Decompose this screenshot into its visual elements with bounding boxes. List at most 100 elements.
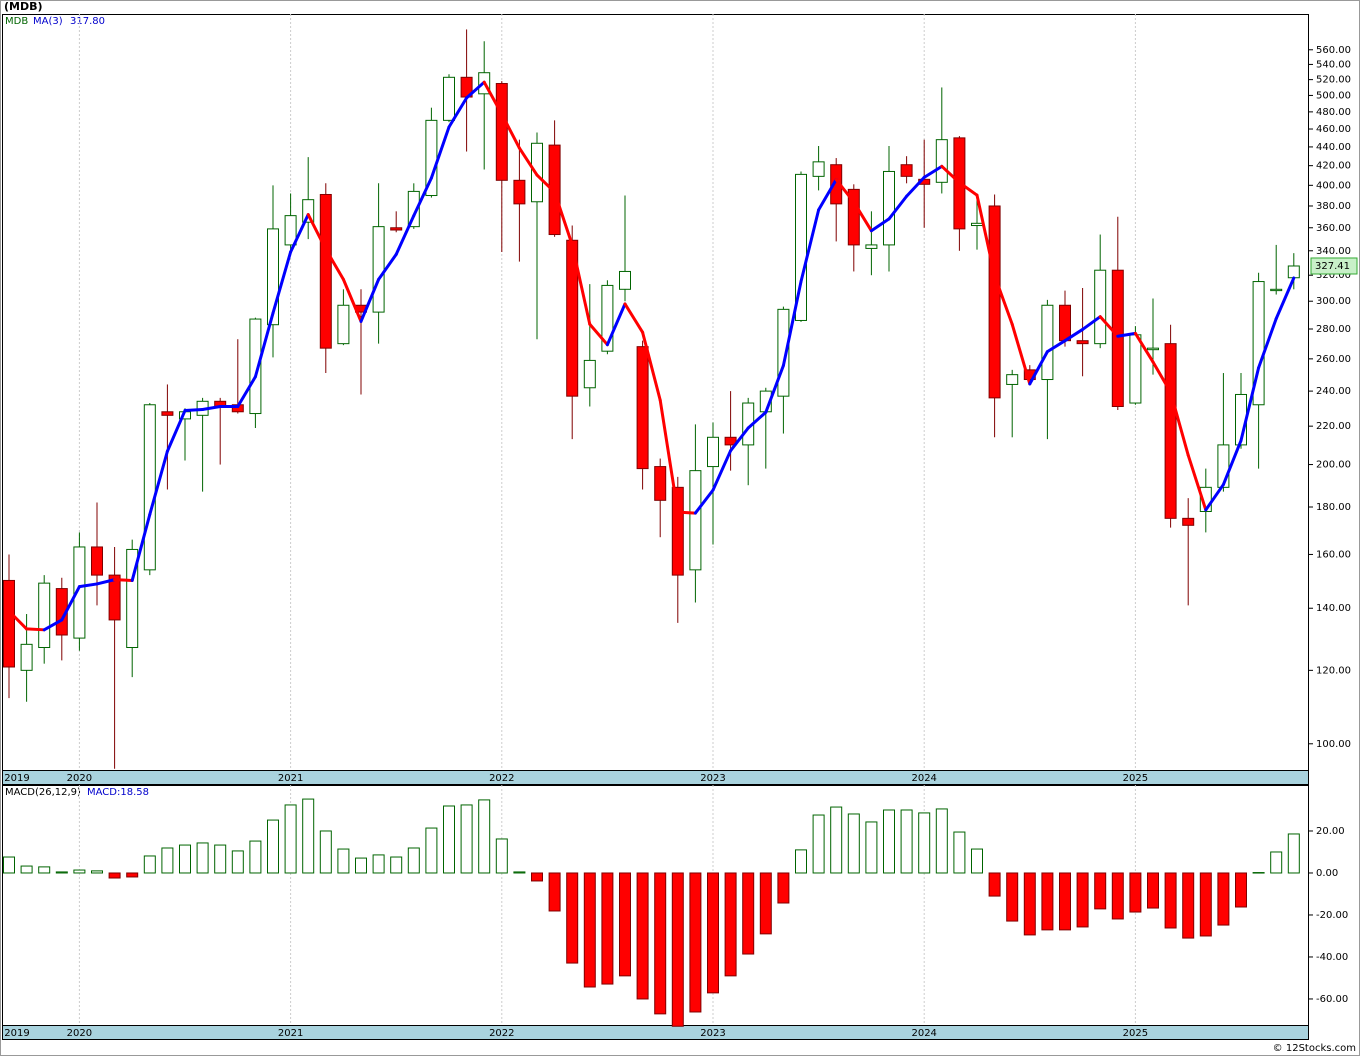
ma-segment (799, 208, 821, 284)
macd-bar (654, 872, 667, 1015)
macd-bar (55, 871, 68, 874)
macd-bar (214, 844, 227, 874)
x-tick-label: 2022 (489, 773, 514, 784)
macd-bar (1147, 872, 1159, 909)
macd-bar (953, 831, 966, 874)
y-tick-label: 280.00 (1316, 324, 1351, 335)
ma-segment (236, 375, 257, 409)
ma-segment (60, 585, 81, 622)
candle-body (390, 227, 403, 231)
y-tick-label: 260.00 (1316, 354, 1351, 365)
macd-title: MACD(26,12,9) (5, 787, 81, 798)
macd-bar (390, 856, 403, 874)
candle-body (161, 411, 174, 416)
ma-segment (1221, 439, 1243, 487)
ma-segment (711, 449, 733, 492)
ma-segment (130, 512, 152, 582)
candle-body (619, 270, 631, 290)
ma-segment (975, 193, 997, 278)
ma-segment (993, 274, 1014, 326)
macd-bar (143, 855, 156, 874)
y-tick-label: 400.00 (1316, 180, 1351, 191)
macd-bar (372, 854, 385, 874)
candle-body (654, 466, 667, 501)
ma-segment (447, 96, 469, 129)
candle-body (73, 546, 86, 639)
macd-bar (636, 872, 649, 1000)
ma-segment (729, 426, 750, 453)
macd-bar (865, 821, 878, 874)
ma-segment (25, 627, 46, 632)
macd-bar (566, 872, 579, 964)
x-tick-label: 2023 (700, 773, 725, 784)
macd-bar (1111, 872, 1124, 920)
x-tick-label: 2023 (700, 1028, 725, 1039)
candle-body (689, 470, 702, 571)
ma-segment (517, 146, 539, 177)
price-panel (2, 14, 1309, 771)
y-tick-label: 200.00 (1316, 460, 1351, 471)
macd-bar (355, 857, 367, 874)
x-tick-label: 2022 (489, 1028, 514, 1039)
macd-bar (1006, 872, 1019, 922)
y-tick-label: 160.00 (1316, 549, 1351, 560)
macd-bar (795, 849, 807, 874)
candle-body (91, 546, 103, 576)
ma-segment (887, 194, 909, 221)
candle-body (1041, 304, 1054, 381)
macd-bar (1076, 872, 1089, 928)
y-tick-label: 240.00 (1316, 386, 1351, 397)
ma-segment (306, 213, 328, 251)
ma-segment (412, 176, 433, 218)
candle-body (20, 643, 33, 671)
candle-body (108, 574, 121, 621)
macd-bar (742, 872, 755, 955)
macd-bar (20, 865, 33, 874)
candle-body (865, 244, 878, 249)
ma-segment (500, 112, 521, 150)
candle-body (1287, 265, 1300, 279)
ma-segment (1045, 339, 1067, 354)
ma-segment (1274, 276, 1296, 321)
y-tick-label: 540.00 (1316, 59, 1351, 70)
candle-body (1129, 334, 1142, 404)
x-axis-band (2, 770, 1309, 785)
macd-bar (1094, 872, 1107, 910)
y-tick-label: -40.00 (1316, 952, 1348, 963)
x-tick-label: 2025 (1123, 1028, 1148, 1039)
candle-body (1059, 304, 1071, 342)
macd-bar (495, 838, 508, 874)
candle-body (1164, 343, 1177, 519)
macd-bar (1164, 872, 1177, 929)
macd-bar (689, 872, 702, 1013)
ma-segment (1204, 483, 1225, 512)
candle-body (495, 83, 508, 181)
ma-segment (922, 164, 944, 179)
candle-body (812, 161, 825, 177)
ma-segment (77, 582, 99, 589)
macd-bar (38, 866, 51, 874)
candle-body (1094, 269, 1107, 345)
ma-segment (940, 164, 961, 185)
ma-segment (482, 80, 504, 116)
macd-bar (425, 827, 438, 874)
macd-bar (830, 806, 843, 874)
ma-segment (1116, 331, 1137, 338)
candle-body (143, 404, 156, 571)
macd-bar (460, 804, 473, 874)
ma-segment (271, 250, 293, 315)
ma-segment (641, 330, 662, 402)
macd-bar (1041, 872, 1054, 931)
y-tick-label: 220.00 (1316, 421, 1351, 432)
candle-body (443, 76, 455, 121)
macd-bar (1129, 872, 1142, 913)
y-tick-label: 520.00 (1316, 75, 1351, 86)
ma-segment (341, 277, 363, 323)
candle-body (38, 582, 51, 648)
ma-segment (834, 178, 856, 204)
macd-bar (1023, 872, 1036, 936)
macd-bar (1270, 851, 1283, 874)
macd-bar (1235, 872, 1247, 908)
candle-body (267, 228, 279, 326)
